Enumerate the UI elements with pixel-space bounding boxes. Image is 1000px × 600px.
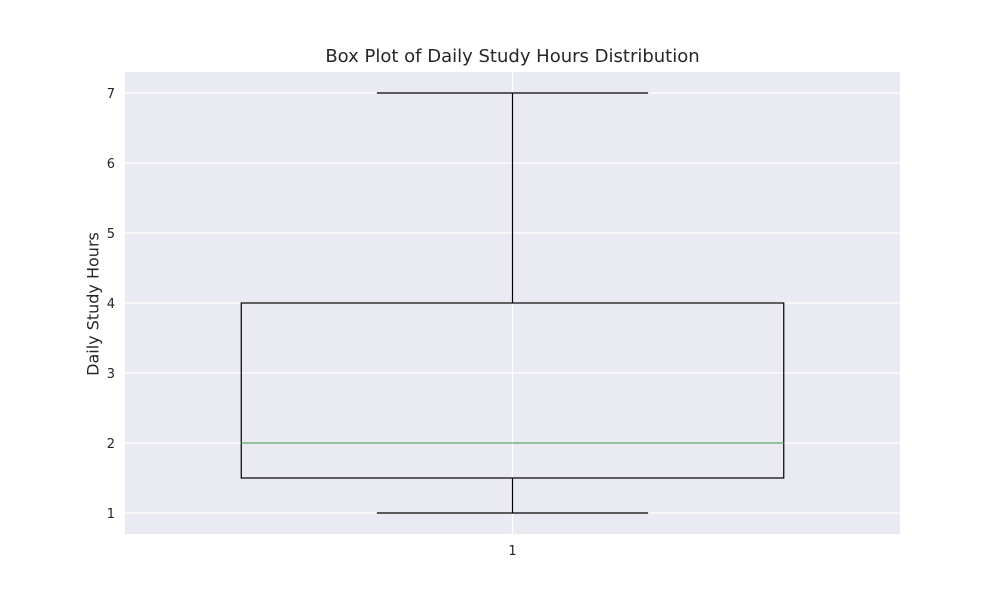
y-tick-label: 3: [107, 367, 115, 382]
y-tick-label: 1: [107, 507, 115, 522]
y-tick-label: 4: [107, 297, 115, 312]
box-plot: [240, 92, 785, 514]
x-tick-label: 1: [508, 544, 516, 559]
y-tick-label: 7: [107, 87, 115, 102]
x-tick-labels: 1: [508, 544, 516, 559]
y-tick-label: 5: [107, 227, 115, 242]
interquartile-box: [240, 302, 785, 479]
chart-title: Box Plot of Daily Study Hours Distributi…: [325, 46, 700, 67]
boxes: [240, 92, 785, 514]
y-tick-label: 2: [107, 437, 115, 452]
y-tick-label: 6: [107, 157, 115, 172]
y-tick-labels: 1 2 3 4 5 6 7: [107, 87, 115, 522]
